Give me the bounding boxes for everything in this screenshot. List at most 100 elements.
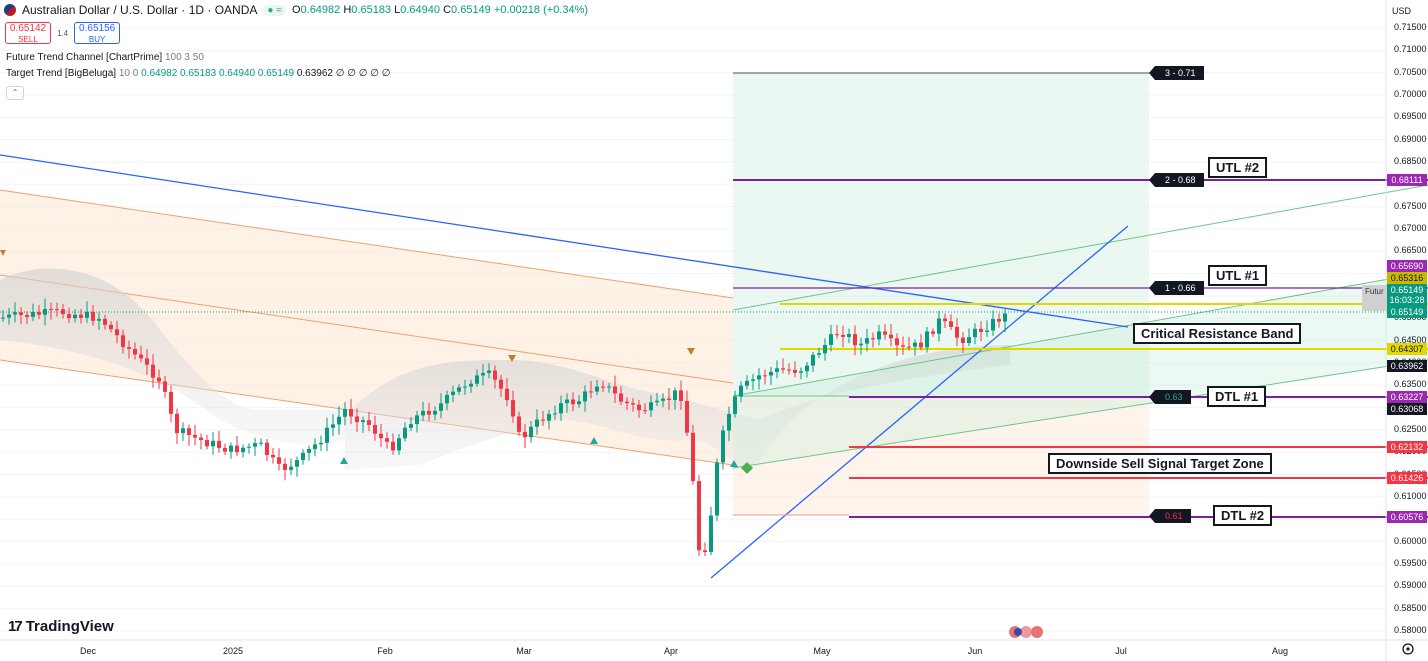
candle-body: [211, 440, 215, 447]
candle-body: [805, 365, 809, 372]
tradingview-logo[interactable]: 17 TradingView: [8, 618, 114, 635]
candle-body: [253, 443, 257, 447]
candle-body: [493, 370, 497, 380]
candle-body: [967, 337, 971, 343]
candle-body: [25, 315, 29, 317]
candle-body: [667, 398, 671, 400]
candle-body: [385, 438, 389, 442]
candle-body: [283, 463, 287, 470]
candle-body: [751, 379, 755, 381]
candle-body: [847, 334, 851, 337]
candle-body: [523, 431, 527, 438]
candle-body: [13, 312, 17, 315]
price-tick: 0.70000: [1394, 88, 1427, 99]
price-tick: 0.66500: [1394, 245, 1427, 256]
candle-body: [79, 314, 83, 318]
candle-body: [799, 371, 803, 373]
candle-body: [397, 438, 401, 451]
sell-signal-marker: [508, 355, 516, 362]
candle-body: [637, 404, 641, 411]
price-tag: 0.65149: [1387, 306, 1427, 318]
candle-body: [229, 445, 233, 452]
trade-panel: 0.65142 SELL 1.4 0.65156 BUY: [5, 22, 121, 44]
symbol-title[interactable]: Australian Dollar / U.S. Dollar · 1D · O…: [22, 3, 258, 17]
time-tick: Aug: [1271, 646, 1289, 656]
candle-body: [631, 403, 635, 405]
time-tick: Jun: [967, 646, 983, 656]
candle-body: [559, 403, 563, 414]
candle-body: [979, 328, 983, 332]
candle-body: [541, 419, 545, 421]
diamond-marker: [741, 462, 753, 474]
price-tick: 0.71000: [1394, 44, 1427, 55]
candle-body: [913, 342, 917, 347]
price-tag: 0.62132: [1387, 441, 1427, 453]
candle-body: [769, 371, 773, 376]
candle-body: [691, 432, 695, 482]
price-tick: 0.64500: [1394, 334, 1427, 345]
indicator-future-trend-channel[interactable]: Future Trend Channel [ChartPrime] 100 3 …: [6, 52, 204, 63]
indicator-target-trend[interactable]: Target Trend [BigBeluga] 10 0 0.64982 0.…: [6, 68, 391, 79]
price-tag: 0.60576: [1387, 511, 1427, 523]
candle-body: [649, 402, 653, 411]
candle-body: [325, 427, 329, 443]
symbol-header[interactable]: Australian Dollar / U.S. Dollar · 1D · O…: [4, 3, 588, 17]
buy-button[interactable]: 0.65156 BUY: [74, 22, 121, 44]
candle-body: [553, 413, 557, 415]
candle-body: [373, 424, 377, 434]
spread-value: 1.4: [57, 28, 69, 38]
candle-body: [19, 312, 23, 316]
candle-body: [403, 427, 407, 439]
price-tick: 0.67500: [1394, 200, 1427, 211]
price-tick: 0.68500: [1394, 155, 1427, 166]
candle-body: [595, 386, 599, 392]
candle-body: [49, 309, 53, 311]
event-flag-icon: [1014, 628, 1022, 636]
price-tick: 0.58500: [1394, 602, 1427, 613]
downside-sell-label: Downside Sell Signal Target Zone: [1048, 453, 1272, 474]
candle-body: [997, 318, 1001, 322]
candle-body: [835, 334, 839, 336]
candle-body: [43, 309, 47, 315]
price-tick: 0.71500: [1394, 22, 1427, 32]
buy-signal-marker: [340, 457, 348, 464]
candle-body: [475, 375, 479, 384]
target-3-tag: 3 - 0.71: [1149, 66, 1204, 80]
candle-body: [265, 442, 269, 455]
price-tick: 0.69000: [1394, 133, 1427, 144]
candle-body: [451, 391, 455, 396]
candle-body: [607, 386, 611, 388]
collapse-legend-button[interactable]: ⌃: [6, 86, 24, 100]
candle-body: [943, 318, 947, 322]
candle-body: [679, 390, 683, 401]
candle-body: [577, 401, 581, 405]
sell-button[interactable]: 0.65142 SELL: [5, 22, 51, 44]
candle-body: [661, 398, 665, 401]
currency-label[interactable]: USD: [1392, 6, 1412, 16]
candle-body: [133, 348, 137, 355]
candle-body: [421, 410, 425, 416]
candle-body: [781, 368, 785, 370]
candle-body: [937, 318, 941, 334]
candle-body: [487, 370, 491, 374]
candle-body: [529, 426, 533, 438]
candle-body: [355, 416, 359, 423]
candle-body: [115, 329, 119, 336]
price-tag: 0.65149: [1387, 284, 1427, 296]
candle-body: [61, 309, 65, 315]
settings-icon[interactable]: [1400, 640, 1416, 656]
target-minus-tag: 0.61: [1149, 509, 1191, 523]
ascending-channel-top: [732, 184, 1428, 311]
candle-body: [853, 334, 857, 346]
candle-body: [121, 335, 125, 348]
candle-body: [439, 403, 443, 411]
price-tick: 0.62500: [1394, 423, 1427, 434]
time-tick: Apr: [663, 646, 679, 656]
volatility-cloud-2: [345, 345, 1010, 470]
tradingview-mark-icon: 17: [8, 618, 23, 635]
candle-body: [139, 354, 143, 359]
candle-body: [67, 314, 71, 319]
candle-body: [367, 420, 371, 425]
status-pill[interactable]: ● ≈: [263, 4, 286, 16]
candle-body: [181, 428, 185, 434]
